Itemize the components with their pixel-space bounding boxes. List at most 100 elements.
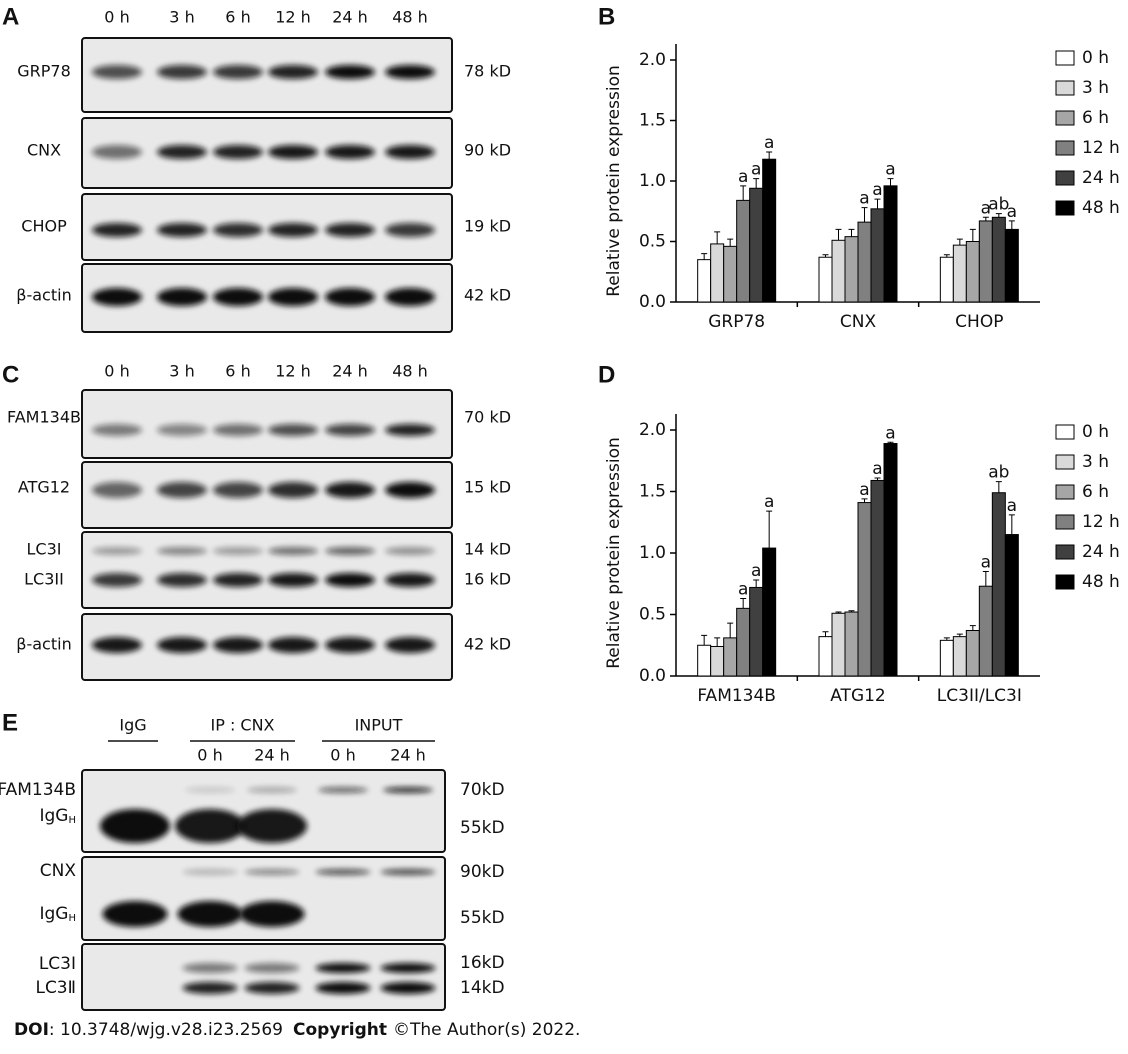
error-bar (995, 213, 1002, 218)
significance-label: a (1007, 496, 1017, 516)
lane-label: 24 h (332, 362, 368, 381)
size-label: 55kD (460, 908, 505, 928)
band (157, 145, 207, 159)
bar (857, 221, 872, 303)
band (213, 573, 263, 587)
size-label: 14kD (460, 978, 505, 998)
blot-box (81, 389, 453, 459)
panel-label: C (2, 361, 19, 388)
error-bar (727, 238, 734, 247)
error-bar (861, 207, 868, 223)
band (213, 547, 263, 555)
size-label: 14 kD (464, 540, 511, 559)
lane-label: 24 h (332, 8, 368, 27)
band (92, 223, 142, 237)
significance-label: a (859, 189, 869, 209)
band (385, 637, 435, 653)
band (185, 787, 235, 793)
band (380, 982, 436, 994)
band (385, 65, 435, 79)
bar (1004, 534, 1019, 677)
y-tick-label: 1.0 (639, 171, 666, 191)
band (213, 424, 263, 436)
row-label-text: FAM134B (0, 780, 76, 800)
legend-swatch (1055, 50, 1075, 66)
bar (991, 216, 1006, 303)
lane-label: 12 h (275, 8, 311, 27)
error-bar (861, 498, 868, 503)
significance-label: a (872, 180, 882, 200)
band (92, 637, 142, 653)
band (237, 809, 307, 843)
y-tick-label: 0.5 (639, 232, 666, 252)
band (380, 963, 436, 973)
significance-label: a (764, 133, 774, 153)
band (268, 573, 318, 587)
band (244, 869, 300, 875)
blot-box (81, 117, 453, 189)
band (268, 223, 318, 237)
band (268, 547, 318, 555)
lane-label: 24 h (390, 746, 426, 765)
panel-label: E (2, 709, 18, 736)
significance-label: a (738, 167, 748, 187)
error-bar (874, 477, 881, 481)
legend-label: 48 h (1082, 572, 1120, 592)
y-tick-label: 2.0 (639, 420, 666, 440)
y-tick-label: 1.0 (639, 543, 666, 563)
row-label: β-actin (16, 286, 71, 305)
size-label: 90 kD (464, 141, 511, 160)
lane-label: 6 h (225, 362, 250, 381)
bar (762, 158, 777, 303)
bar (883, 443, 898, 677)
bar (831, 239, 846, 303)
lane-label: 3 h (169, 362, 194, 381)
size-label: 42 kD (464, 635, 511, 654)
error-bar (822, 631, 829, 637)
bar (818, 636, 833, 677)
band (175, 809, 245, 843)
row-label: ATG12 (18, 478, 70, 497)
band (380, 869, 436, 875)
doi-label: DOI (14, 1020, 49, 1040)
legend-swatch (1055, 80, 1075, 96)
lane-label: 0 h (104, 362, 129, 381)
significance-label: a (751, 160, 761, 180)
band (244, 963, 300, 973)
error-bar (753, 178, 760, 189)
bar (831, 612, 846, 677)
error-bar (848, 610, 855, 613)
band (385, 573, 435, 587)
row-label: LC3Ⅱ (35, 978, 76, 998)
bar (723, 245, 738, 303)
significance-label: a (738, 580, 748, 600)
band (157, 482, 207, 498)
error-bar (887, 441, 894, 444)
legend-label: 6 h (1082, 482, 1109, 502)
bar (844, 236, 859, 303)
legend-swatch (1055, 140, 1075, 156)
x-tick-label: CHOP (955, 312, 1003, 332)
error-bar (887, 178, 894, 186)
bar (762, 547, 777, 677)
y-tick-label: 1.5 (639, 111, 666, 131)
y-tick-label: 0.0 (639, 292, 666, 312)
error-bar (701, 634, 708, 646)
significance-label: a (981, 552, 991, 572)
band (102, 901, 168, 927)
legend-label: 24 h (1082, 168, 1120, 188)
bar (870, 208, 885, 303)
x-tick-label: LC3II/LC3I (937, 686, 1022, 706)
copyright: ©The Author(s) 2022. (393, 1020, 580, 1040)
size-label: 19 kD (464, 217, 511, 236)
error-bar (766, 151, 773, 160)
x-tick-label: GRP78 (708, 312, 765, 332)
band (325, 573, 375, 587)
size-label: 70kD (460, 780, 505, 800)
row-label: LC3I (39, 954, 76, 974)
band (385, 424, 435, 436)
group-label: IP : CNX (210, 716, 274, 735)
blot-box (81, 856, 446, 941)
row-label-text: LC3Ⅱ (35, 978, 76, 998)
band (325, 482, 375, 498)
